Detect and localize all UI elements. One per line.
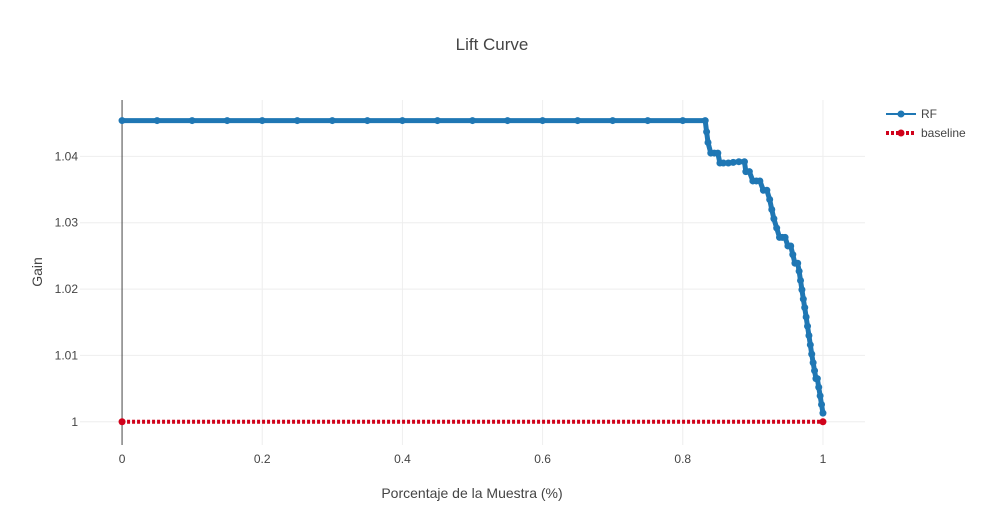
data-point-rf (809, 359, 817, 367)
data-point-rf (574, 117, 582, 125)
data-point-rf (153, 117, 161, 125)
data-point-rf (816, 392, 824, 400)
data-point-rf (806, 341, 814, 349)
y-tick-label: 1.04 (55, 149, 79, 163)
data-point-rf (118, 117, 126, 125)
data-point-rf (799, 295, 807, 303)
data-point-rf (740, 158, 748, 166)
data-point-rf (644, 117, 652, 125)
x-tick-label: 0.4 (394, 452, 411, 466)
data-point-rf (293, 117, 301, 125)
y-tick-label: 1.03 (55, 216, 79, 230)
legend-baseline-label: baseline (921, 126, 966, 140)
x-tick-label: 1 (820, 452, 827, 466)
data-point-rf (701, 117, 709, 125)
data-point-rf (258, 117, 266, 125)
data-point-baseline (819, 418, 827, 426)
data-point-rf (398, 117, 406, 125)
data-point-rf (328, 117, 336, 125)
data-point-rf (813, 375, 821, 383)
data-point-rf (433, 117, 441, 125)
data-point-rf (795, 267, 803, 275)
data-point-rf (815, 383, 823, 391)
data-point-rf (188, 117, 196, 125)
data-point-rf (745, 168, 753, 176)
data-point-baseline (118, 418, 126, 426)
data-point-rf (797, 276, 805, 284)
x-axis-title: Porcentaje de la Muestra (%) (381, 485, 562, 501)
data-point-rf (798, 286, 806, 294)
data-point-rf (766, 196, 774, 204)
legend-item-baseline[interactable]: baseline (886, 126, 966, 140)
legend-rf-label: RF (921, 107, 937, 121)
data-point-rf (756, 177, 764, 185)
x-tick-label: 0.2 (254, 452, 271, 466)
y-tick-label: 1.01 (55, 348, 79, 362)
legend: RF baseline (886, 107, 966, 140)
chart-title: Lift Curve (456, 35, 529, 54)
legend-baseline-marker (897, 129, 905, 137)
data-point-rf (719, 159, 727, 167)
legend-rf-marker (897, 110, 905, 118)
x-tick-label: 0.8 (674, 452, 691, 466)
axes: 0 0.2 0.4 0.6 0.8 1 1 1.01 1.02 1.03 1.04 (55, 100, 827, 466)
plot-series (118, 117, 827, 426)
legend-item-rf[interactable]: RF (886, 107, 937, 121)
data-point-rf (819, 409, 827, 417)
data-point-rf (808, 350, 816, 358)
data-point-rf (539, 117, 547, 125)
data-point-rf (363, 117, 371, 125)
y-tick-label: 1.02 (55, 282, 79, 296)
data-point-rf (609, 117, 617, 125)
data-point-rf (804, 322, 812, 330)
data-point-rf (787, 242, 795, 250)
data-point-rf (811, 367, 819, 375)
x-tick-label: 0.6 (534, 452, 551, 466)
data-point-rf (223, 117, 231, 125)
data-point-rf (679, 117, 687, 125)
data-point-rf (504, 117, 512, 125)
data-point-rf (768, 205, 776, 213)
data-point-rf (818, 401, 826, 409)
x-tick-label: 0 (119, 452, 126, 466)
data-point-rf (714, 149, 722, 157)
y-axis-title: Gain (29, 257, 45, 287)
data-point-rf (789, 251, 797, 259)
data-point-rf (805, 332, 813, 340)
data-point-rf (703, 128, 711, 136)
data-point-rf (802, 313, 810, 321)
data-point-rf (801, 304, 809, 312)
data-point-rf (763, 186, 771, 194)
data-point-rf (794, 259, 802, 267)
data-point-rf (773, 224, 781, 232)
data-point-rf (781, 233, 789, 241)
data-point-rf (770, 215, 778, 223)
data-point-rf (735, 158, 743, 166)
data-point-rf (729, 158, 737, 166)
data-point-rf (704, 138, 712, 146)
data-point-rf (469, 117, 476, 125)
y-tick-label: 1 (71, 415, 78, 429)
